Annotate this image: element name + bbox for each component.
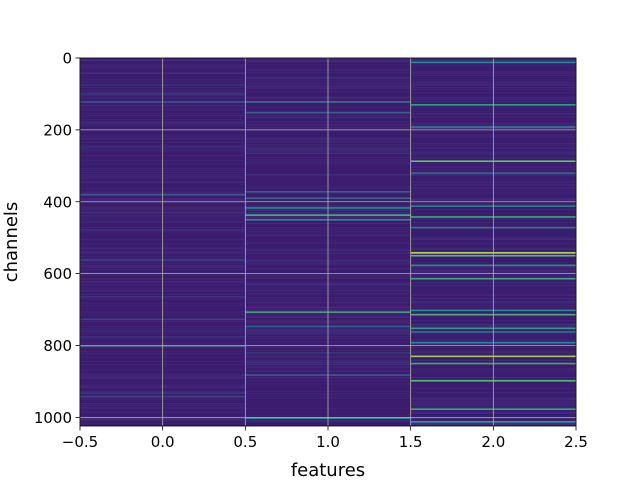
x-tick-label: 0.5 <box>233 433 257 451</box>
x-axis-label: features <box>291 460 365 480</box>
x-tick-label: 2.5 <box>564 433 588 451</box>
x-tick-label: 0.0 <box>151 433 175 451</box>
x-tick-label: 1.5 <box>399 433 423 451</box>
y-tick-label: 0 <box>62 50 72 68</box>
x-tick-label: 1.0 <box>316 433 340 451</box>
x-tick-label: 2.0 <box>481 433 505 451</box>
y-tick-label: 400 <box>43 193 72 211</box>
y-tick-label: 800 <box>43 337 72 355</box>
y-tick-label: 1000 <box>34 409 72 427</box>
y-tick-label: 600 <box>43 265 72 283</box>
y-tick-label: 200 <box>43 121 72 139</box>
y-axis: 0 200 400 600 800 1000 <box>34 50 80 427</box>
y-axis-label: channels <box>1 202 22 283</box>
x-axis: −0.5 0.0 0.5 1.0 1.5 2.0 2.5 <box>62 426 588 451</box>
x-tick-label: −0.5 <box>62 433 98 451</box>
